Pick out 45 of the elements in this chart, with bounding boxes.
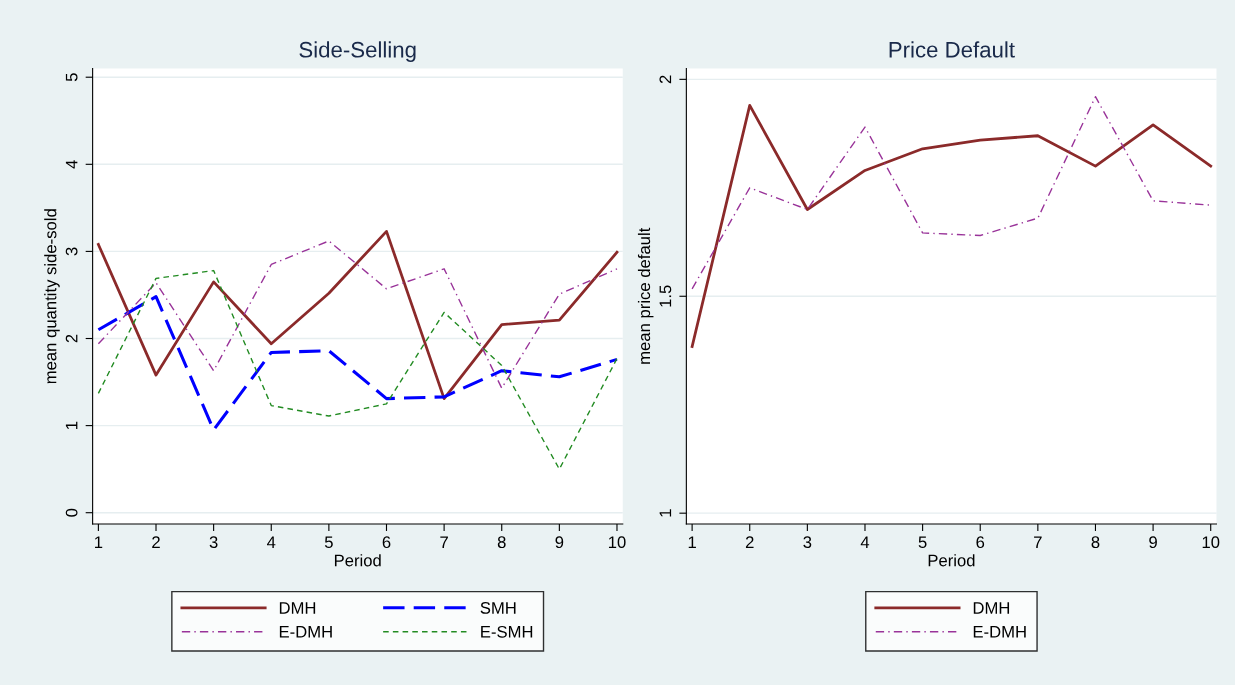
x-tick-label: 2 <box>152 536 160 548</box>
x-tick-label: 6 <box>976 536 985 549</box>
legend-label: DMH <box>279 602 316 614</box>
x-tick-label: 10 <box>608 536 626 549</box>
y-tick-label: 2 <box>65 334 78 343</box>
x-tick-label: 7 <box>440 536 448 548</box>
legend-label: E-DMH <box>279 626 332 638</box>
x-tick-label: 3 <box>209 536 218 549</box>
y-tick-label: 3 <box>65 247 78 256</box>
line-series <box>690 103 1213 348</box>
x-tick-label: 3 <box>803 536 812 549</box>
x-axis-title: Period <box>334 554 381 567</box>
x-tick-label: 10 <box>1202 536 1220 549</box>
chart-title: Price Default <box>889 41 1015 58</box>
x-tick-label: 8 <box>1091 536 1100 549</box>
x-tick-label: 5 <box>918 536 927 549</box>
y-tick-label: 4 <box>65 160 78 169</box>
y-tick-label: 0 <box>65 508 78 517</box>
legend-label: E-SMH <box>481 625 533 638</box>
legend-label: DMH <box>973 602 1010 614</box>
legend-label: SMH <box>480 602 516 614</box>
y-tick-label: 5 <box>65 73 78 82</box>
x-axis-title: Period <box>928 554 975 567</box>
y-tick-label: 1 <box>659 509 672 517</box>
y-axis-title: mean price default <box>637 227 654 364</box>
line-series <box>97 269 618 470</box>
chart-title: Side-Selling <box>299 41 416 62</box>
y-tick-label: 2 <box>659 75 672 84</box>
x-tick-label: 1 <box>95 536 103 548</box>
line-series <box>691 96 1212 290</box>
x-tick-label: 6 <box>382 536 391 549</box>
x-tick-label: 2 <box>745 536 754 548</box>
x-tick-label: 7 <box>1034 536 1042 548</box>
y-tick-label: 1 <box>65 421 78 429</box>
x-tick-label: 4 <box>267 536 276 548</box>
x-tick-label: 5 <box>324 536 333 549</box>
y-axis-title: mean quantity side-sold <box>44 209 60 384</box>
x-tick-label: 9 <box>1149 536 1157 549</box>
x-tick-label: 8 <box>497 536 506 549</box>
x-tick-label: 4 <box>860 536 870 548</box>
line-series <box>96 295 619 432</box>
y-tick-label: 1.5 <box>659 285 672 307</box>
x-tick-label: 1 <box>688 536 696 548</box>
legend-label: E-DMH <box>973 626 1026 638</box>
x-tick-label: 9 <box>555 536 564 549</box>
